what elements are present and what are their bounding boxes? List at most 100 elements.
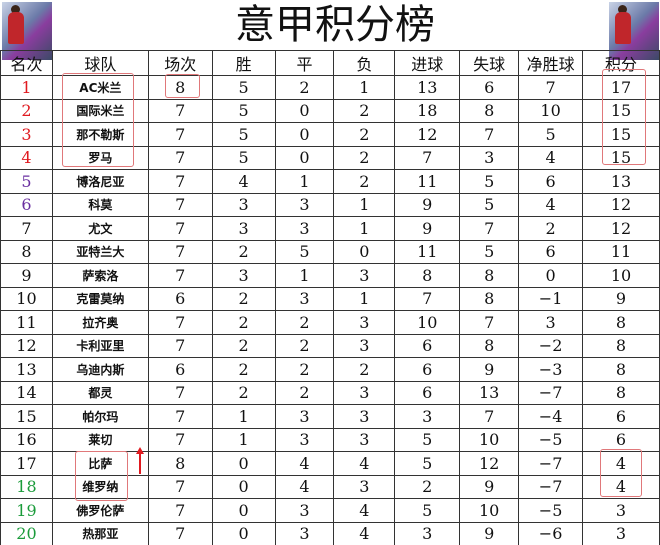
stat-cell: 7 (147, 333, 213, 358)
stat-cell: 10 (459, 498, 520, 523)
column-header: 场次 (147, 50, 213, 76)
stat-cell: 5 (211, 122, 276, 147)
team-cell: AC米兰 (51, 75, 149, 100)
rank-cell: 13 (0, 357, 53, 382)
rank-cell: 19 (0, 498, 53, 523)
stat-cell: 3 (333, 474, 396, 499)
stat-cell: 5 (459, 239, 520, 264)
column-header: 负 (333, 50, 396, 76)
stat-cell: 7 (459, 122, 520, 147)
stat-cell: 0 (211, 521, 276, 545)
stat-cell: 9 (582, 286, 660, 311)
stat-cell: 3 (274, 404, 335, 429)
column-header: 球队 (51, 50, 149, 76)
stat-cell: 8 (147, 451, 213, 476)
stat-cell: 2 (274, 75, 335, 100)
stat-cell: 0 (211, 498, 276, 523)
stat-cell: 2 (211, 310, 276, 335)
team-cell: 莱切 (51, 427, 149, 452)
stat-cell: 1 (274, 263, 335, 288)
stat-cell: 9 (459, 474, 520, 499)
team-cell: 热那亚 (51, 521, 149, 545)
stat-cell: 0 (211, 451, 276, 476)
stat-cell: 9 (459, 357, 520, 382)
stat-cell: 15 (582, 98, 660, 123)
stat-cell: 3 (582, 498, 660, 523)
rank-cell: 5 (0, 169, 53, 194)
column-header: 胜 (211, 50, 276, 76)
stat-cell: 12 (459, 451, 520, 476)
stat-cell: 0 (518, 263, 584, 288)
team-cell: 卡利亚里 (51, 333, 149, 358)
stat-cell: 5 (518, 122, 584, 147)
stat-cell: 6 (518, 239, 584, 264)
stat-cell: 6 (459, 75, 520, 100)
stat-cell: 8 (459, 286, 520, 311)
stat-cell: 5 (459, 169, 520, 194)
rank-cell: 16 (0, 427, 53, 452)
stat-cell: 3 (211, 216, 276, 241)
stat-cell: 7 (147, 498, 213, 523)
stat-cell: 7 (147, 521, 213, 545)
stat-cell: 2 (211, 286, 276, 311)
stat-cell: 8 (582, 380, 660, 405)
stat-cell: 5 (211, 75, 276, 100)
stat-cell: 7 (147, 310, 213, 335)
stat-cell: 1 (333, 75, 396, 100)
table-row: 18 维罗纳 7 0 4 3 2 9 −7 4 (0, 474, 660, 499)
team-cell: 拉齐奥 (51, 310, 149, 335)
stat-cell: 8 (147, 75, 213, 100)
stat-cell: 7 (147, 192, 213, 217)
stat-cell: 7 (147, 404, 213, 429)
stat-cell: 7 (147, 169, 213, 194)
table-row: 15 帕尔玛 7 1 3 3 3 7 −4 6 (0, 404, 660, 429)
stat-cell: 2 (211, 239, 276, 264)
stat-cell: 2 (274, 333, 335, 358)
stat-cell: 1 (333, 216, 396, 241)
stat-cell: −7 (518, 474, 584, 499)
stat-cell: 4 (333, 498, 396, 523)
stat-cell: −5 (518, 427, 584, 452)
table-row: 5 博洛尼亚 7 4 1 2 11 5 6 13 (0, 169, 660, 194)
team-cell: 帕尔玛 (51, 404, 149, 429)
table-row: 10 克雷莫纳 6 2 3 1 7 8 −1 9 (0, 286, 660, 311)
stat-cell: 0 (274, 98, 335, 123)
stat-cell: 11 (394, 169, 461, 194)
stat-cell: 3 (211, 263, 276, 288)
stat-cell: 10 (394, 310, 461, 335)
table-row: 3 那不勒斯 7 5 0 2 12 7 5 15 (0, 122, 660, 147)
stat-cell: 8 (582, 333, 660, 358)
table-row: 14 都灵 7 2 2 3 6 13 −7 8 (0, 380, 660, 405)
stat-cell: 3 (333, 333, 396, 358)
arrow-up-icon (136, 447, 144, 474)
table-row: 19 佛罗伦萨 7 0 3 4 5 10 −5 3 (0, 498, 660, 523)
stat-cell: 0 (274, 122, 335, 147)
stat-cell: 4 (211, 169, 276, 194)
stat-cell: −7 (518, 380, 584, 405)
stat-cell: 3 (274, 427, 335, 452)
stat-cell: 6 (394, 333, 461, 358)
stat-cell: 3 (333, 404, 396, 429)
header-row: 名次 球队 场次胜平负进球 失球 净胜球 积分 (0, 50, 660, 76)
stat-cell: 15 (582, 145, 660, 170)
stat-cell: 2 (333, 122, 396, 147)
stat-cell: 10 (518, 98, 584, 123)
stat-cell: 7 (394, 145, 461, 170)
table-row: 11 拉齐奥 7 2 2 3 10 7 3 8 (0, 310, 660, 335)
stat-cell: 3 (518, 310, 584, 335)
stat-cell: 13 (459, 380, 520, 405)
table-row: 13 乌迪内斯 6 2 2 2 6 9 −3 8 (0, 357, 660, 382)
stat-cell: −7 (518, 451, 584, 476)
stat-cell: 11 (582, 239, 660, 264)
stat-cell: 0 (211, 474, 276, 499)
team-cell: 佛罗伦萨 (51, 498, 149, 523)
stat-cell: 3 (394, 404, 461, 429)
highlight-box-top-teams (62, 73, 134, 167)
stat-cell: 2 (333, 145, 396, 170)
stat-cell: −6 (518, 521, 584, 545)
table-row: 20 热那亚 7 0 3 4 3 9 −6 3 (0, 521, 660, 545)
rank-cell: 9 (0, 263, 53, 288)
highlight-box-bottom-points (600, 449, 642, 497)
stat-cell: 6 (147, 286, 213, 311)
